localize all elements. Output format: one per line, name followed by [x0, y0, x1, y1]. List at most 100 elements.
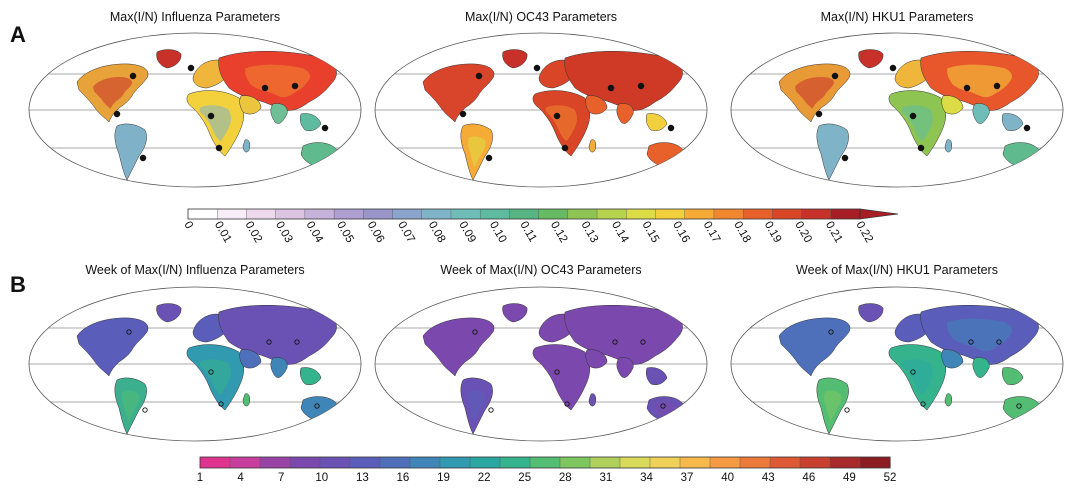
colorbar-tick-label: 0.11: [517, 220, 538, 245]
continent-highlight: [92, 76, 133, 109]
colorbar-cell: [450, 208, 481, 220]
location-marker: [321, 124, 329, 132]
colorbar-tick-label: 0: [181, 220, 195, 232]
colorbar-cell: [304, 208, 335, 220]
colorbar-cell: [379, 456, 411, 469]
colorbar-tick-label: 0.06: [365, 220, 387, 245]
map-influenza-max: [28, 32, 362, 188]
colorbar-tick-label: 46: [802, 472, 815, 484]
colorbar-cell: [769, 456, 801, 469]
continent-india: [616, 103, 634, 124]
location-marker: [564, 401, 570, 407]
colorbar-tick-label: 0.21: [823, 220, 845, 245]
colorbar-tick-label: 0.14: [609, 220, 631, 246]
continent-highlight: [199, 105, 231, 142]
colorbar-tick-label: 0.05: [334, 220, 356, 245]
colorbar-cell: [679, 456, 711, 469]
colorbar-cell: [772, 208, 803, 220]
location-marker: [472, 329, 478, 335]
colorbar-tick-label: 0.03: [273, 220, 295, 245]
continent-southAmerica: [816, 123, 849, 181]
location-marker: [996, 339, 1002, 345]
colorbar-tick-label: 0.12: [548, 220, 570, 245]
location-marker: [142, 407, 148, 413]
location-marker: [667, 124, 675, 132]
colorbar-frame: [199, 456, 891, 469]
location-marker: [218, 401, 224, 407]
colorbar-cell: [538, 208, 569, 220]
continent-arabia: [941, 95, 964, 115]
continent-arabia: [239, 95, 262, 115]
colorbar-tick-label: 0.09: [456, 220, 478, 245]
location-marker: [910, 369, 916, 375]
map-title-oc43-week: Week of Max(I/N) OC43 Parameters: [440, 263, 642, 277]
colorbar-tick-label: 0.22: [853, 220, 875, 245]
colorbar-tick-label: 34: [640, 472, 653, 484]
continent-highlight: [545, 105, 577, 142]
location-marker: [963, 84, 971, 92]
colorbar-cell: [246, 208, 277, 220]
colorbar-tick-label: 31: [599, 472, 612, 484]
colorbar-tick-label: 7: [278, 472, 284, 484]
continent-madagascar: [944, 139, 953, 153]
continent-seAsia: [299, 367, 322, 385]
colorbar-cell: [349, 456, 381, 469]
continent-northAmerica: [76, 317, 149, 377]
continent-highlight: [901, 105, 933, 142]
map-hku1-week: [730, 286, 1064, 442]
map-oc43-week: [374, 286, 708, 442]
colorbar-extend-arrow: [859, 208, 899, 220]
location-marker: [815, 110, 823, 118]
colorbar-cell: [830, 208, 861, 220]
location-marker: [637, 82, 645, 90]
continent-highlight: [947, 64, 1013, 98]
colorbar-cell: [319, 456, 351, 469]
location-marker: [1016, 403, 1022, 409]
location-marker: [561, 144, 569, 152]
continent-northAmerica: [422, 63, 495, 123]
colorbar-tick-label: 0.10: [487, 220, 509, 245]
colorbar-tick-label: 0.20: [792, 220, 814, 245]
map-hku1-max: [730, 32, 1064, 188]
colorbar-cell: [567, 208, 598, 220]
colorbar-tick-label: 0.15: [640, 220, 662, 245]
colorbar-cell: [199, 456, 231, 469]
colorbar-tick-label: 19: [437, 472, 450, 484]
location-marker: [314, 403, 320, 409]
colorbar-cell: [684, 208, 715, 220]
colorbar-cell: [187, 208, 218, 220]
continent-highlight: [467, 390, 486, 422]
location-marker: [660, 403, 666, 409]
location-marker: [607, 84, 615, 92]
location-marker: [215, 144, 223, 152]
location-marker: [968, 339, 974, 345]
colorbar-tick-label: 0.07: [395, 220, 417, 245]
colorbar-cell: [499, 456, 531, 469]
continent-seAsia: [299, 113, 322, 131]
location-marker: [920, 401, 926, 407]
continent-highlight: [823, 390, 842, 422]
continent-india: [972, 357, 990, 378]
colorbar-cell: [409, 456, 441, 469]
colorbar-cell: [529, 456, 561, 469]
location-marker: [640, 339, 646, 345]
location-marker: [294, 339, 300, 345]
location-marker: [917, 144, 925, 152]
colorbar-tick-label: 0.02: [242, 220, 264, 245]
location-marker: [113, 110, 121, 118]
continent-arabia: [585, 95, 608, 115]
location-marker: [993, 82, 1001, 90]
colorbar-cell: [742, 208, 773, 220]
continent-seAsia: [1001, 113, 1024, 131]
location-marker: [261, 84, 269, 92]
colorbar-cell: [363, 208, 394, 220]
colorbar-tick-label: 10: [315, 472, 328, 484]
colorbar-tick-label: 16: [397, 472, 410, 484]
colorbar-tick-label: 0.16: [670, 220, 692, 245]
continent-greenland: [858, 49, 884, 69]
map-title-oc43-max: Max(I/N) OC43 Parameters: [464, 10, 618, 24]
continent-highlight: [901, 359, 933, 396]
continent-africa: [532, 344, 590, 411]
colorbar-tick-label: 37: [681, 472, 694, 484]
continent-highlight: [947, 318, 1013, 352]
